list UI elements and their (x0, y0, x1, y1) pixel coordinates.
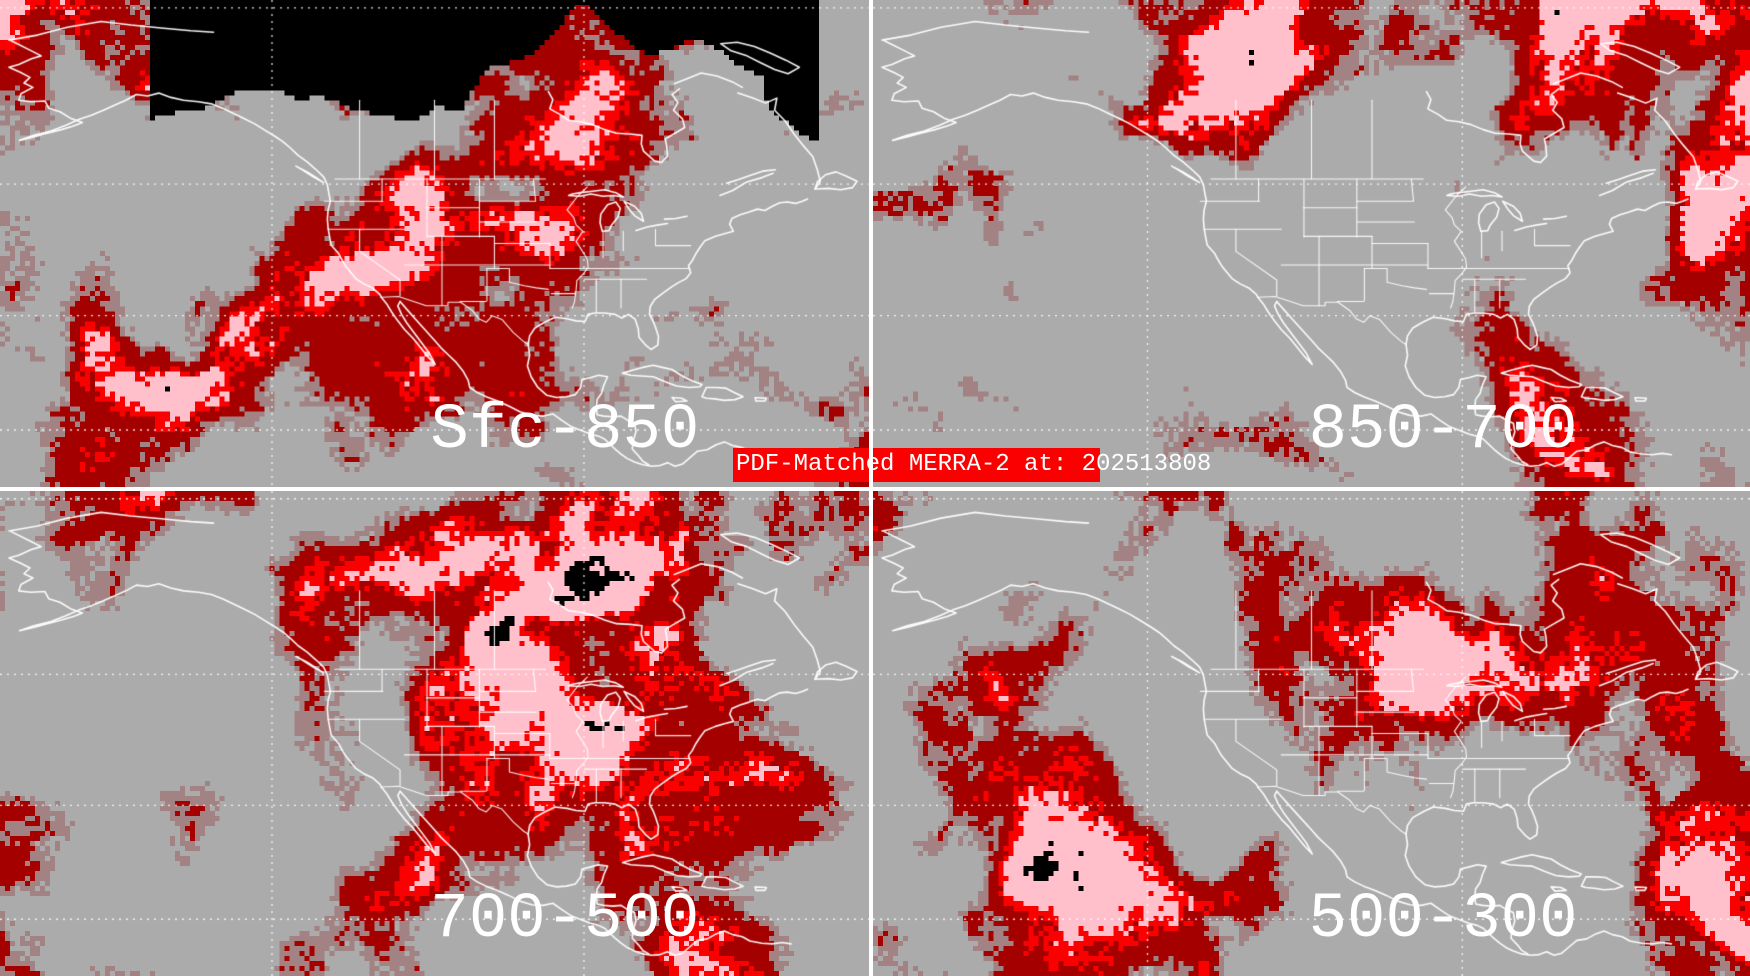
title-banner-text: PDF-Matched MERRA-2 at: 202513808 (736, 451, 1212, 478)
coastline-overlay-500-300 (873, 491, 1750, 976)
panel-divider-horizontal (0, 487, 1750, 491)
layer-label-500-300: 500-300 (1308, 884, 1578, 956)
map-panel-500-300: 500-300 (873, 491, 1750, 976)
layer-label-sfc-850: Sfc-850 (430, 395, 700, 467)
coastline-overlay-700-500 (0, 491, 869, 976)
map-panel-700-500: 700-500 (0, 491, 869, 976)
layer-label-850-700: 850-700 (1308, 395, 1578, 467)
coastline-overlay-850-700 (873, 0, 1750, 487)
coastline-overlay-sfc-850 (0, 0, 869, 487)
map-panel-850-700: 850-700 (873, 0, 1750, 487)
title-banner: PDF-Matched MERRA-2 at: 202513808 (733, 448, 1211, 482)
layer-label-700-500: 700-500 (430, 884, 700, 956)
map-panel-sfc-850: Sfc-850 (0, 0, 869, 487)
